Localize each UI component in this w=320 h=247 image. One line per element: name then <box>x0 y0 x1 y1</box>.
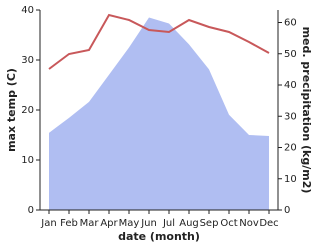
y2-tick-label: 60 <box>284 18 297 29</box>
precip-area <box>49 17 269 210</box>
x-axis-label: date (month) <box>118 230 200 243</box>
x-tick-label: Oct <box>220 218 237 229</box>
x-tick-label: Feb <box>60 218 78 229</box>
y-tick-label: 30 <box>21 55 34 66</box>
x-tick-label: Sep <box>200 218 219 229</box>
temp-line <box>48 13 270 70</box>
y2-axis-label: med. precipitation (kg/m2) <box>300 27 313 194</box>
y-axis-label: max temp (C) <box>5 68 18 152</box>
x-tick-label: Jul <box>162 218 175 229</box>
y2-tick-label: 20 <box>284 143 297 154</box>
y-tick-label: 20 <box>21 105 34 116</box>
y2-tick-label: 0 <box>284 205 290 216</box>
y-tick-label: 10 <box>21 155 34 166</box>
x-tick-label: Dec <box>259 218 278 229</box>
x-tick-label: May <box>119 218 140 229</box>
y2-tick-label: 30 <box>284 111 297 122</box>
x-tick-label: Aug <box>179 218 199 229</box>
x-tick-label: Nov <box>239 218 259 229</box>
y-tick-label: 40 <box>21 5 34 16</box>
y-tick-label: 0 <box>28 205 34 216</box>
y2-tick-label: 50 <box>284 49 297 60</box>
y2-tick-label: 10 <box>284 174 297 185</box>
x-tick-label: Mar <box>80 218 100 229</box>
x-tick-label: Jan <box>40 218 56 229</box>
y2-tick-label: 40 <box>284 80 297 91</box>
x-tick-label: Jun <box>140 218 157 229</box>
x-tick-label: Apr <box>100 218 118 229</box>
